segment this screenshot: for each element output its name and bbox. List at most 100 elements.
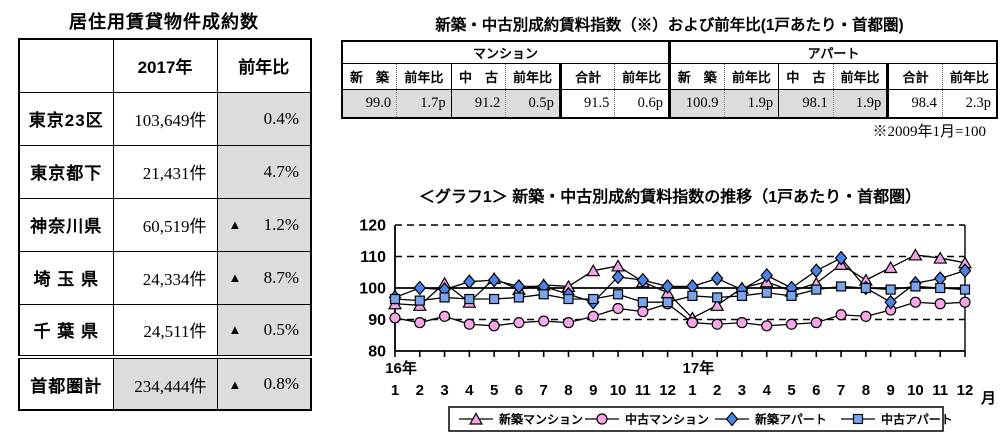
yoy-value: 8.7%: [263, 267, 299, 287]
yoy-cell: ▲ 8.7%: [216, 250, 312, 305]
value-cell: 99.0: [342, 89, 398, 118]
value-cell: 1.7p: [396, 89, 452, 118]
row-label: 東京23区: [18, 91, 114, 146]
square-marker: [464, 293, 475, 305]
diamond-marker: [487, 272, 501, 288]
square-marker: [959, 284, 971, 295]
x-month-label: 6: [515, 382, 523, 399]
subheader-cell: 中 古: [778, 63, 834, 90]
x-month-label: 2: [416, 382, 424, 399]
x-month-label: 4: [465, 382, 474, 399]
header-yoy-cell: 前年比: [216, 38, 312, 93]
value-cell: 91.2: [451, 89, 507, 118]
series-used-mansion: [389, 296, 971, 332]
x-month-label: 9: [589, 382, 597, 399]
y-tick-label: 90: [368, 312, 386, 329]
legend-item-used-mansion: 中古マンション: [585, 412, 709, 427]
circle-marker: [835, 309, 847, 321]
x-month-label: 8: [862, 382, 870, 399]
yoy-cell: 4.7%: [216, 144, 312, 199]
circle-marker: [488, 320, 500, 332]
circle-marker: [785, 318, 798, 330]
circle-marker: [587, 310, 599, 322]
header-year-cell: 2017年: [112, 38, 218, 93]
value-cell: 98.1: [778, 89, 834, 118]
circle-marker: [612, 302, 624, 315]
x-month-label: 11: [932, 382, 948, 399]
square-marker: [885, 284, 896, 295]
subheader-cell: 前年比: [505, 63, 562, 90]
contracts-table: 2017年 前年比 東京23区 103,649件 0.4% 東京都下 21,43…: [18, 38, 312, 411]
circle-marker: [538, 315, 550, 327]
diamond-marker: [413, 280, 427, 296]
x-month-label: 4: [763, 382, 772, 399]
count-cell: 103,649件: [112, 91, 218, 146]
negative-triangle-icon: ▲: [228, 270, 242, 285]
x-month-label: 5: [787, 382, 795, 399]
table-row: 神奈川県 60,519件 ▲ 1.2%: [18, 197, 312, 252]
count-cell: 234,444件: [112, 355, 218, 411]
yoy-cell: ▲ 1.2%: [216, 197, 312, 252]
circle-marker: [860, 310, 872, 322]
square-marker: [860, 282, 871, 294]
square-marker: [935, 282, 946, 294]
x-month-label: 11: [635, 382, 651, 399]
value-cell: 100.9: [669, 89, 725, 118]
table-row: 千 葉 県 24,511件 ▲ 0.5%: [18, 303, 312, 358]
contracts-header-row: 2017年 前年比: [18, 38, 312, 93]
square-marker: [811, 284, 822, 295]
circle-marker: [414, 317, 426, 329]
yoy-value: 0.8%: [263, 374, 299, 393]
y-tick-label: 110: [360, 249, 386, 266]
value-cell: 2.3p: [942, 89, 997, 118]
square-marker: [612, 289, 624, 300]
square-marker: [786, 290, 797, 301]
group-header-apart: アパート: [807, 46, 860, 61]
subheader-cell: 前年比: [724, 63, 780, 90]
triangle-marker: [468, 412, 484, 425]
triangle-marker: [883, 260, 898, 274]
row-label: 東京都下: [18, 144, 114, 199]
square-marker: [513, 292, 525, 303]
x-month-label: 12: [659, 382, 676, 399]
row-label: 首都圏計: [18, 355, 114, 411]
square-marker: [439, 292, 450, 303]
x-year-label: 16年: [385, 359, 417, 377]
diamond-marker: [710, 271, 724, 286]
value-cell: 91.5: [560, 89, 616, 118]
x-month-label: 12: [957, 382, 974, 399]
table-row: 東京都下 21,431件 4.7%: [18, 144, 312, 199]
square-marker: [538, 289, 549, 300]
row-label: 神奈川県: [18, 197, 114, 252]
row-label: 埼 玉 県: [18, 250, 114, 305]
subheader-cell: 合計: [887, 63, 943, 90]
diamond-marker: [958, 263, 972, 279]
x-month-label: 6: [812, 382, 820, 399]
circle-marker: [438, 310, 451, 322]
x-month-label: 3: [738, 382, 746, 399]
table-row-total: 首都圏計 234,444件 ▲ 0.8%: [18, 355, 312, 411]
circle-marker: [761, 320, 773, 332]
month-unit-label: 月: [980, 390, 996, 407]
count-cell: 24,334件: [112, 250, 218, 305]
x-month-label: 7: [540, 382, 548, 399]
index-table: マンション アパート 新 築 前年比 中 古 前年比 合計 前年比 新 築 前年…: [341, 40, 998, 119]
index-group-header-row: マンション アパート: [342, 41, 997, 64]
header-blank-cell: [18, 38, 114, 93]
x-month-label: 9: [886, 382, 894, 399]
square-marker: [637, 297, 648, 308]
subheader-cell: 前年比: [396, 63, 452, 90]
yoy-value: 0.4%: [263, 108, 299, 128]
subheader-cell: 合計: [560, 63, 616, 90]
x-month-label: 10: [907, 382, 924, 399]
square-marker: [662, 297, 673, 308]
diamond-marker: [810, 263, 823, 279]
x-month-label: 7: [837, 382, 845, 399]
circle-marker: [686, 317, 698, 329]
square-marker: [712, 292, 723, 303]
yoy-cell: 0.4%: [216, 91, 312, 146]
legend-item-new-mansion: 新築マンション: [459, 412, 583, 427]
diamond-marker: [884, 294, 897, 310]
value-cell: 1.9p: [724, 89, 780, 118]
